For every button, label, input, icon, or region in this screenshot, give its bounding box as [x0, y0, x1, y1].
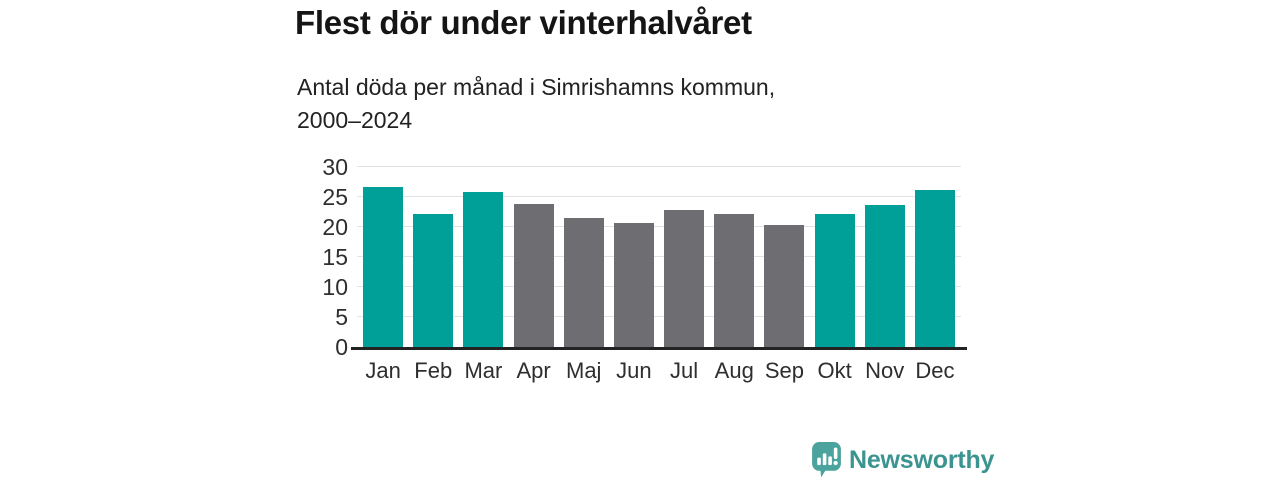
- gridline-20: [357, 225, 961, 227]
- x-axis-line: [351, 347, 967, 350]
- chart-subtitle-line1: Antal döda per månad i Simrishamns kommu…: [297, 74, 776, 100]
- x-tick-label-mar: Mar: [464, 358, 503, 383]
- bar-jul: [664, 209, 705, 347]
- y-tick-label-5: 5: [335, 304, 348, 330]
- bar-sep: [764, 224, 805, 347]
- x-tick-label-jan: Jan: [365, 358, 401, 383]
- newsworthy-logo: Newsworthy: [812, 442, 994, 478]
- gridline-15: [357, 255, 961, 257]
- bar-aug: [714, 214, 755, 347]
- x-tick-label-jun: Jun: [616, 358, 652, 383]
- y-tick-label-20: 20: [322, 214, 348, 240]
- x-tick-label-nov: Nov: [865, 358, 905, 383]
- y-tick-label-10: 10: [322, 274, 348, 300]
- bar-mar: [463, 192, 504, 347]
- x-tick-label-sep: Sep: [764, 358, 804, 383]
- chart-title: Flest dör under vinterhalvåret: [295, 4, 752, 41]
- plot-area: [351, 165, 967, 350]
- bar-nov: [864, 204, 905, 347]
- x-tick-label-okt: Okt: [817, 358, 852, 383]
- x-tick-label-maj: Maj: [566, 358, 602, 383]
- chart-subtitle: Antal döda per månad i Simrishamns kommu…: [297, 71, 775, 137]
- y-tick-label-15: 15: [322, 244, 348, 270]
- x-tick-label-jul: Jul: [670, 358, 699, 383]
- bar-feb: [413, 214, 454, 347]
- bar-maj: [563, 218, 604, 347]
- y-tick-label-0: 0: [335, 334, 348, 360]
- bar-jun: [613, 222, 654, 347]
- chart-subtitle-line2: 2000–2024: [297, 107, 413, 133]
- x-tick-label-feb: Feb: [414, 358, 453, 383]
- gridline-5: [357, 315, 961, 317]
- x-tick-label-aug: Aug: [714, 358, 754, 383]
- bar-jan: [363, 186, 404, 347]
- gridline-30: [357, 165, 961, 167]
- x-axis: Jan Feb Mar Apr Maj Jun Jul Aug Sep Okt Nov Dec: [358, 357, 960, 385]
- x-tick-label-apr: Apr: [516, 358, 551, 383]
- brand-name: Newsworthy: [849, 445, 995, 474]
- gridline-25: [357, 195, 961, 197]
- x-tick-label-dec: Dec: [915, 358, 955, 383]
- y-tick-label-30: 30: [322, 154, 348, 180]
- bar-chart-speech-bubble-icon: [812, 442, 841, 478]
- gridline-10: [357, 285, 961, 287]
- bar-apr: [513, 203, 554, 347]
- y-tick-label-25: 25: [322, 184, 348, 210]
- bar-dec: [914, 190, 955, 347]
- y-axis: 0 5 10 15 20 25 30: [296, 154, 348, 360]
- bar-okt: [814, 213, 855, 347]
